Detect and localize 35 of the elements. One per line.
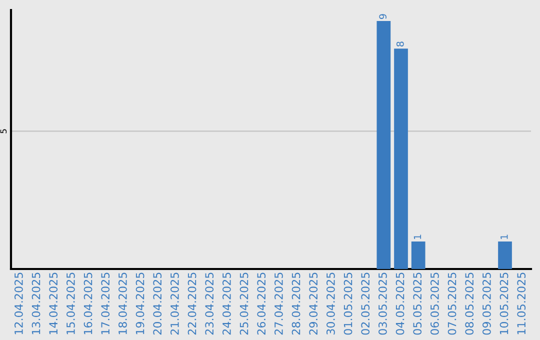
data-label: 1 — [500, 234, 508, 239]
x-tick-label: 12.04.2025 — [14, 272, 23, 334]
data-label: 9 — [379, 14, 386, 20]
x-tick-label: 17.04.2025 — [101, 272, 110, 334]
x-tick-label: 08.05.2025 — [465, 272, 474, 335]
data-label: 1 — [414, 234, 422, 239]
x-tick-label: 26.04.2025 — [257, 272, 266, 335]
x-tick-label: 28.04.2025 — [292, 272, 300, 335]
x-tick-label: 25.04.2025 — [240, 272, 248, 335]
x-tick-label: 30.04.2025 — [326, 272, 335, 335]
x-tick-label: 20.04.2025 — [153, 272, 162, 335]
x-tick-label: 11.05.2025 — [517, 272, 526, 334]
x-tick-label: 09.05.2025 — [482, 272, 491, 335]
x-tick-label: 01.05.2025 — [344, 272, 352, 335]
x-tick-label: 13.04.2025 — [32, 272, 40, 334]
x-tick-label: 10.05.2025 — [500, 272, 508, 334]
x-tick-label: 18.04.2025 — [118, 272, 127, 334]
x-tick-label: 29.04.2025 — [309, 272, 318, 335]
data-label: 8 — [396, 42, 404, 47]
x-tick-label: 23.04.2025 — [205, 272, 214, 335]
x-tick-label: 06.05.2025 — [430, 272, 439, 335]
x-tick-label: 16.04.2025 — [84, 272, 92, 334]
x-tick-label: 05.05.2025 — [413, 272, 422, 335]
x-tick-label: 15.04.2025 — [66, 272, 75, 334]
x-tick-label: 22.04.2025 — [188, 272, 196, 335]
x-tick-label: 24.04.2025 — [222, 272, 231, 335]
x-tick-label: 02.05.2025 — [361, 272, 370, 335]
x-tick-label: 19.04.2025 — [136, 272, 144, 334]
x-tick-label: 04.05.2025 — [396, 272, 404, 335]
x-tick-label: 27.04.2025 — [274, 272, 283, 335]
y-tick-label: 5 — [0, 129, 7, 134]
x-tick-label: 03.05.2025 — [378, 272, 387, 335]
x-tick-label: 07.05.2025 — [448, 272, 456, 335]
x-tick-label: 21.04.2025 — [170, 272, 179, 335]
x-tick-label: 14.04.2025 — [49, 272, 58, 334]
